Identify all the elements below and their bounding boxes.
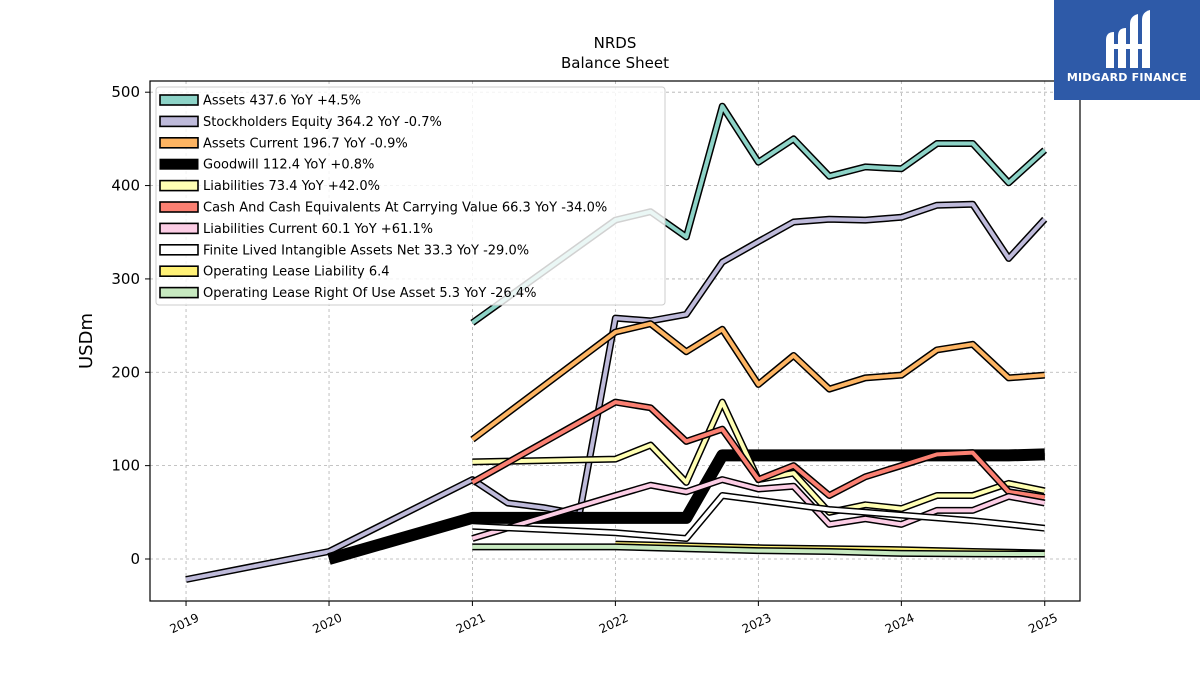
series-1 (185, 200, 1048, 583)
legend-label: Assets Current 196.7 YoY -0.9% (203, 136, 408, 151)
series-4 (472, 398, 1046, 516)
legend-item: Liabilities 73.4 YoY +42.0% (159, 179, 380, 194)
y-tick-label: 0 (130, 550, 140, 568)
y-tick-label: 100 (111, 457, 140, 475)
legend-label: Operating Lease Liability 6.4 (203, 265, 390, 280)
legend-swatch (159, 115, 199, 128)
legend: Assets 437.6 YoY +4.5% Stockholders Equit… (155, 86, 666, 306)
series-line (185, 202, 1047, 582)
chart-title: NRDS (594, 34, 637, 52)
series-9 (472, 543, 1045, 558)
legend-swatch (159, 94, 199, 106)
legend-label: Goodwill 112.4 YoY +0.8% (203, 158, 374, 173)
legend-swatch (159, 137, 199, 149)
legend-label: Finite Lived Intangible Assets Net 33.3 … (203, 243, 529, 258)
legend-swatch (159, 222, 199, 235)
legend-item: Liabilities Current 60.1 YoY +61.1% (159, 222, 433, 237)
x-axis: 2019 2020 2021 2022 2023 2024 2025 (168, 601, 1060, 636)
legend-swatch (159, 286, 199, 299)
x-tick-label: 2024 (883, 611, 917, 637)
legend-swatch (159, 201, 199, 213)
legend-item: Goodwill 112.4 YoY +0.8% (159, 158, 374, 173)
y-tick-label: 400 (111, 177, 140, 195)
chart-subtitle: Balance Sheet (561, 54, 669, 72)
series-5 (470, 398, 1046, 501)
brand-name: MIDGARD FINANCE (1066, 71, 1188, 84)
y-axis-label: USDm (76, 313, 97, 369)
legend-item: Finite Lived Intangible Assets Net 33.3 … (159, 243, 529, 258)
x-tick-label: 2021 (454, 611, 488, 637)
y-axis: 0 100 200 300 400 500 (111, 83, 150, 568)
y-tick-label: 300 (111, 270, 140, 288)
x-tick-label: 2019 (168, 611, 202, 637)
legend-swatch (159, 265, 199, 278)
legend-label: Assets 437.6 YoY +4.5% (203, 94, 361, 109)
legend-swatch (159, 179, 199, 192)
series-2 (470, 320, 1045, 443)
series-line (472, 400, 1046, 515)
legend-label: Operating Lease Right Of Use Asset 5.3 Y… (203, 286, 536, 301)
legend-swatch (159, 244, 199, 256)
legend-item: Cash And Cash Equivalents At Carrying Va… (159, 201, 607, 216)
x-tick-label: 2023 (740, 611, 774, 637)
series-line (471, 400, 1046, 500)
x-tick-label: 2020 (311, 611, 345, 637)
legend-item: Assets 437.6 YoY +4.5% (159, 94, 361, 109)
series-line (472, 544, 1045, 556)
legend-label: Cash And Cash Equivalents At Carrying Va… (203, 201, 607, 216)
x-tick-label: 2022 (597, 611, 631, 637)
series-line (472, 493, 1045, 541)
legend-item: Operating Lease Liability 6.4 (159, 265, 390, 280)
y-tick-label: 200 (111, 363, 140, 381)
brand-logo: MIDGARD FINANCE (1054, 0, 1200, 100)
legend-label: Liabilities Current 60.1 YoY +61.1% (203, 222, 433, 237)
legend-label: Liabilities 73.4 YoY +42.0% (203, 179, 380, 194)
legend-swatch (159, 158, 199, 170)
legend-item: Assets Current 196.7 YoY -0.9% (159, 136, 408, 151)
legend-item: Stockholders Equity 364.2 YoY -0.7% (159, 115, 442, 130)
legend-label: Stockholders Equity 364.2 YoY -0.7% (203, 115, 442, 130)
series-7 (472, 492, 1046, 542)
y-tick-label: 500 (111, 83, 140, 101)
brand-mark-icon (1106, 10, 1150, 68)
x-tick-label: 2025 (1026, 611, 1060, 637)
legend-item: Operating Lease Right Of Use Asset 5.3 Y… (159, 286, 536, 301)
legend-box (155, 86, 666, 306)
series-line (471, 321, 1045, 442)
